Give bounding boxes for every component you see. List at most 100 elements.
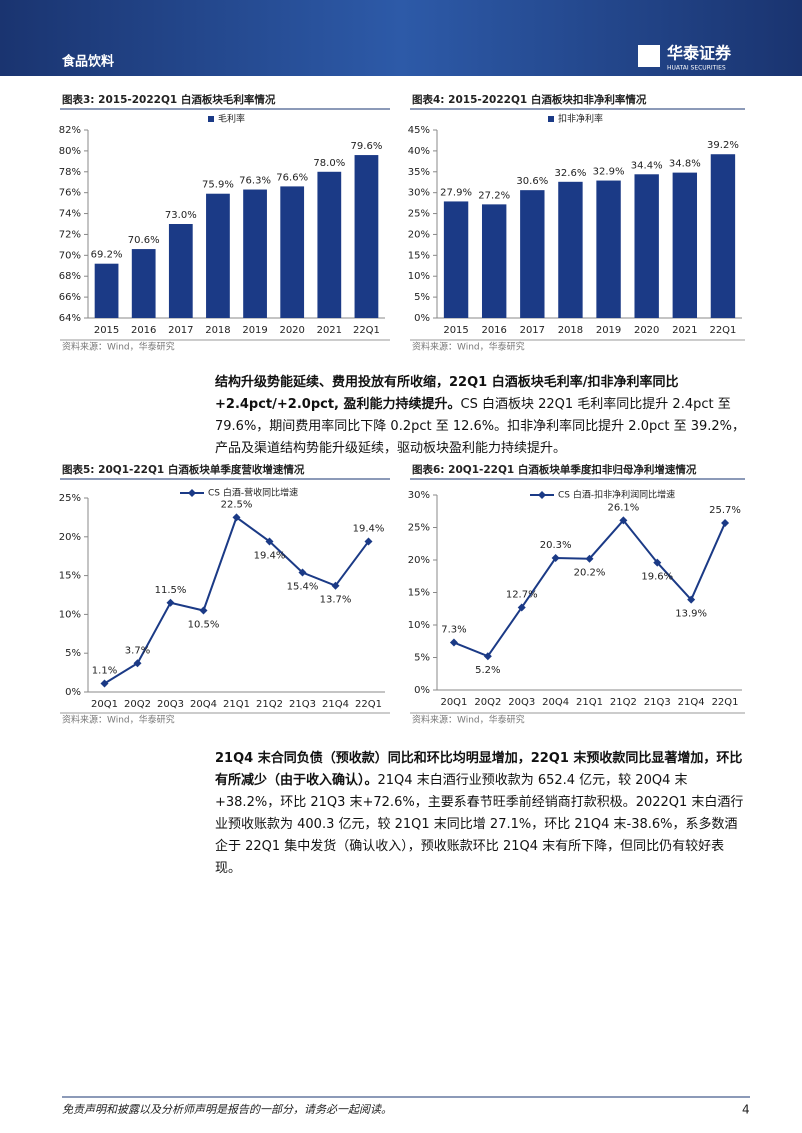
y-tick-label: 0% xyxy=(414,313,430,324)
paragraph-body: 21Q4 末白酒行业预收款为 652.4 亿元，较 20Q4 末+38.2%，环… xyxy=(215,773,744,876)
marker xyxy=(166,598,175,607)
y-tick-label: 0% xyxy=(65,687,81,698)
value-label: 26.1% xyxy=(607,502,639,513)
y-tick-label: 5% xyxy=(414,653,430,664)
y-tick-label: 25% xyxy=(408,209,430,220)
bar xyxy=(596,180,621,318)
value-label: 76.6% xyxy=(276,172,308,183)
y-tick-label: 82% xyxy=(59,125,81,136)
chart-source: 资料来源：Wind，华泰研究 xyxy=(412,341,525,353)
y-tick-label: 64% xyxy=(59,313,81,324)
y-tick-label: 15% xyxy=(59,571,81,582)
value-label: 34.4% xyxy=(631,160,663,171)
value-label: 70.6% xyxy=(128,235,160,246)
bar xyxy=(243,189,267,318)
x-tick-label: 21Q3 xyxy=(289,699,316,710)
x-tick-label: 2017 xyxy=(520,325,545,336)
chart-source: 资料来源：Wind，华泰研究 xyxy=(62,341,175,353)
paragraph-lead: 结构升级势能延续、费用投放有所收缩，22Q1 白酒板块毛利率/扣非净利率同比+2… xyxy=(215,375,679,412)
bar xyxy=(558,181,583,318)
value-label: 75.9% xyxy=(202,180,234,191)
chart-source: 资料来源：Wind，华泰研究 xyxy=(412,714,525,726)
value-label: 19.4% xyxy=(254,550,286,561)
value-label: 13.9% xyxy=(675,609,707,620)
marker xyxy=(517,603,526,612)
value-label: 79.6% xyxy=(351,141,383,152)
x-tick-label: 2016 xyxy=(131,325,156,336)
y-tick-label: 15% xyxy=(408,588,430,599)
page-number: 4 xyxy=(742,1103,750,1117)
marker xyxy=(653,558,662,567)
bar xyxy=(168,224,193,318)
x-tick-label: 2018 xyxy=(558,325,583,336)
x-tick-label: 20Q3 xyxy=(157,699,184,710)
marker xyxy=(687,595,696,604)
logo-sub: HUATAI SECURITIES xyxy=(667,65,726,72)
x-tick-label: 2019 xyxy=(596,325,621,336)
y-tick-label: 30% xyxy=(408,188,430,199)
marker xyxy=(331,581,340,590)
x-tick-label: 2021 xyxy=(672,325,697,336)
paragraph: 21Q4 末合同负债（预收款）同比和环比均明显增加，22Q1 末预收款同比显著增… xyxy=(215,748,750,880)
legend-label: CS 白酒-营收同比增速 xyxy=(208,487,298,499)
legend-marker xyxy=(538,491,546,499)
y-tick-label: 40% xyxy=(408,146,430,157)
y-tick-label: 76% xyxy=(59,188,81,199)
bar xyxy=(710,154,736,318)
x-tick-label: 22Q1 xyxy=(355,699,382,710)
y-tick-label: 20% xyxy=(59,532,81,543)
y-tick-label: 20% xyxy=(408,229,430,240)
value-label: 20.3% xyxy=(540,540,572,551)
x-tick-label: 2015 xyxy=(443,325,468,336)
x-tick-label: 2019 xyxy=(242,325,267,336)
legend-label: 毛利率 xyxy=(218,113,245,125)
legend-swatch xyxy=(548,116,554,122)
x-tick-label: 22Q1 xyxy=(709,325,736,336)
marker xyxy=(619,516,628,525)
header-band xyxy=(0,0,802,76)
x-tick-label: 20Q4 xyxy=(542,697,569,708)
value-label: 1.1% xyxy=(92,665,117,676)
legend-label: 扣非净利率 xyxy=(558,113,603,125)
marker xyxy=(551,554,560,563)
bar xyxy=(131,249,156,318)
x-tick-label: 2016 xyxy=(481,325,506,336)
paragraph: 结构升级势能延续、费用投放有所收缩，22Q1 白酒板块毛利率/扣非净利率同比+2… xyxy=(215,372,750,460)
legend-marker xyxy=(188,489,196,497)
value-label: 5.2% xyxy=(475,665,500,676)
value-label: 73.0% xyxy=(165,210,197,221)
y-tick-label: 25% xyxy=(59,493,81,504)
bar xyxy=(481,204,507,318)
bar xyxy=(206,193,230,318)
footer-disclaimer: 免责声明和披露以及分析师声明是报告的一部分，请务必一起阅读。 xyxy=(62,1103,392,1116)
bar xyxy=(672,172,698,318)
x-tick-label: 21Q1 xyxy=(223,699,250,710)
x-tick-label: 21Q4 xyxy=(322,699,349,710)
bar xyxy=(280,186,305,318)
bar xyxy=(317,171,342,318)
marker xyxy=(721,518,730,527)
x-tick-label: 20Q4 xyxy=(190,699,217,710)
paragraph-lead: 21Q4 末合同负债（预收款）同比和环比均明显增加，22Q1 末预收款同比显著增… xyxy=(215,751,743,788)
marker xyxy=(298,568,307,577)
x-tick-label: 2017 xyxy=(168,325,193,336)
x-tick-label: 2021 xyxy=(317,325,342,336)
x-tick-label: 20Q1 xyxy=(91,699,118,710)
value-label: 13.7% xyxy=(320,595,352,606)
bar xyxy=(443,201,469,318)
y-tick-label: 45% xyxy=(408,125,430,136)
chart-title: 图表3: 2015-2022Q1 白酒板块毛利率情况 xyxy=(62,93,276,106)
x-tick-label: 20Q3 xyxy=(508,697,535,708)
marker xyxy=(585,554,594,563)
x-tick-label: 20Q2 xyxy=(474,697,501,708)
marker xyxy=(483,652,492,661)
value-label: 39.2% xyxy=(707,140,739,151)
value-label: 32.6% xyxy=(555,168,587,179)
value-label: 27.9% xyxy=(440,187,472,198)
x-tick-label: 2018 xyxy=(205,325,230,336)
value-label: 19.6% xyxy=(641,572,673,583)
y-tick-label: 70% xyxy=(59,250,81,261)
chart-source: 资料来源：Wind，华泰研究 xyxy=(62,714,175,726)
